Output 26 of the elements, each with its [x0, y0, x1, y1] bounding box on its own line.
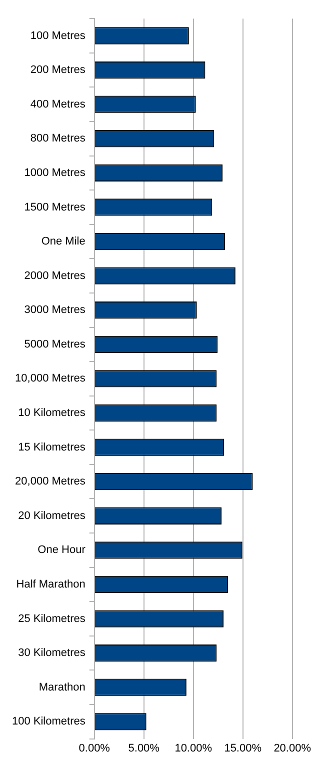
y-tick-label: 10 Kilometres [18, 407, 86, 420]
y-tick-label: Half Marathon [16, 578, 86, 591]
y-tick-label: 400 Metres [30, 98, 86, 110]
y-tick-label: One Mile [41, 236, 86, 248]
y-tick-label: One Hour [38, 544, 86, 556]
y-tick-label: 30 Kilometres [18, 647, 86, 660]
x-tick-label: 5.00% [128, 742, 160, 754]
y-tick-label: 200 Metres [30, 64, 86, 76]
y-tick-label: 1000 Metres [24, 166, 86, 179]
y-tick-label: 20 Kilometres [18, 510, 86, 522]
y-tick-label: 100 Metres [30, 30, 86, 42]
y-tick-label: 5000 Metres [24, 338, 86, 350]
y-tick-label: 15 Kilometres [18, 441, 86, 454]
x-tick-label: 10.00% [174, 742, 212, 754]
y-tick-label: 25 Kilometres [18, 612, 86, 625]
x-tick-label: 0.00% [78, 742, 110, 754]
y-tick-label: 10,000 Metres [15, 372, 86, 385]
x-tick-label: 15.00% [224, 742, 262, 754]
y-tick-label: 20,000 Metres [15, 476, 86, 488]
y-tick-label: 3000 Metres [24, 304, 86, 316]
y-tick-label: Marathon [38, 681, 86, 694]
y-tick-label: 100 Kilometres [12, 716, 86, 728]
y-tick-label: 800 Metres [30, 132, 86, 145]
y-tick-label: 1500 Metres [24, 201, 86, 214]
y-tick-label: 2000 Metres [24, 270, 86, 282]
x-tick-label: 20.00% [274, 742, 312, 754]
